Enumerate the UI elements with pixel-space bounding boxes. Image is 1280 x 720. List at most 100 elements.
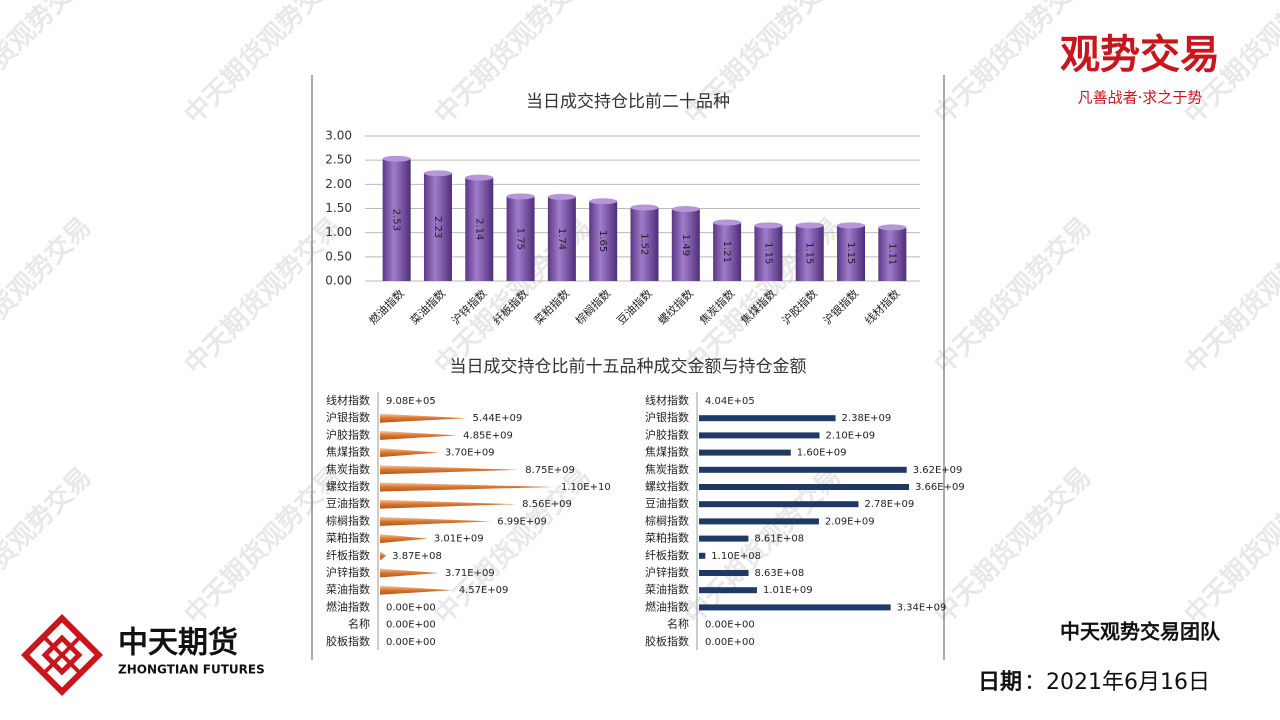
y-tick-label: 螺纹指数 bbox=[645, 479, 689, 493]
bar-cap bbox=[547, 193, 576, 200]
y-tick-label: 纤板指数 bbox=[645, 548, 689, 562]
company-logo bbox=[20, 613, 104, 697]
value-label: 4.85E+09 bbox=[463, 430, 513, 441]
value-label: 1.21 bbox=[721, 241, 732, 263]
bar bbox=[380, 448, 439, 458]
chart-title: 当日成交持仓比前二十品种 bbox=[526, 92, 730, 112]
bar bbox=[699, 587, 757, 594]
value-label: 2.78E+09 bbox=[865, 499, 915, 510]
value-label: 1.15 bbox=[845, 242, 856, 264]
y-tick-label: 菜粕指数 bbox=[326, 531, 370, 545]
y-tick-label: 2.00 bbox=[325, 177, 352, 191]
value-label: 0.00E+00 bbox=[705, 620, 755, 631]
y-tick-label: 焦煤指数 bbox=[326, 445, 370, 459]
watermark: 中天期货观势交易 bbox=[0, 0, 97, 130]
bar-cap bbox=[423, 170, 452, 177]
value-label: 1.11 bbox=[886, 243, 897, 265]
value-label: 2.53 bbox=[391, 209, 402, 231]
date-label: 日期 bbox=[978, 670, 1022, 695]
bar bbox=[699, 570, 749, 576]
bar bbox=[423, 173, 452, 281]
bar bbox=[878, 227, 907, 281]
value-label: 1.01E+09 bbox=[763, 585, 813, 596]
bar bbox=[754, 225, 783, 281]
bar bbox=[630, 207, 659, 281]
team-name: 中天观势交易团队 bbox=[1060, 620, 1221, 644]
value-label: 1.15 bbox=[762, 242, 773, 264]
y-tick-label: 沪锌指数 bbox=[326, 565, 370, 579]
value-label: 1.15 bbox=[804, 242, 815, 264]
company-english: ZHONGTIAN FUTURES bbox=[118, 663, 265, 677]
y-tick-label: 豆油指数 bbox=[645, 496, 689, 510]
bar bbox=[547, 196, 576, 281]
bar-cap bbox=[837, 222, 866, 229]
value-label: 3.01E+09 bbox=[434, 534, 484, 545]
y-tick-label: 焦炭指数 bbox=[326, 462, 370, 476]
value-label: 4.04E+05 bbox=[705, 396, 755, 407]
value-label: 8.75E+09 bbox=[525, 465, 575, 476]
charts: 当日成交持仓比前二十品种 0.00 0.50 1.00 1.50 2.00 2.50 3.00… bbox=[325, 92, 965, 650]
y-tick-label: 棕榈指数 bbox=[645, 513, 689, 527]
y-tick-label: 焦煤指数 bbox=[645, 445, 689, 459]
y-tick-label: 3.00 bbox=[325, 129, 352, 143]
bar-cap bbox=[878, 224, 907, 231]
y-tick-label: 线材指数 bbox=[645, 393, 689, 407]
value-label: 0.00E+00 bbox=[705, 637, 755, 648]
bar bbox=[699, 484, 909, 490]
bar bbox=[380, 499, 517, 509]
y-tick-label: 沪银指数 bbox=[326, 410, 370, 424]
bar bbox=[382, 158, 411, 281]
y-tick-label: 名称 bbox=[348, 617, 370, 631]
value-label: 0.00E+00 bbox=[386, 620, 436, 631]
x-tick-label: 燃油指数 bbox=[366, 286, 407, 327]
value-label: 5.44E+09 bbox=[473, 413, 523, 424]
value-label: 8.63E+08 bbox=[755, 568, 805, 579]
bar-cap bbox=[754, 222, 783, 229]
watermark: 中天期货观势交易 bbox=[1178, 461, 1280, 630]
y-tick-label: 沪银指数 bbox=[645, 410, 689, 424]
bar bbox=[795, 225, 824, 281]
bar-cap bbox=[465, 174, 494, 181]
y-tick-label: 1.50 bbox=[325, 201, 352, 215]
value-label: 1.74 bbox=[556, 228, 567, 250]
bar bbox=[380, 568, 440, 578]
value-label: 2.14 bbox=[473, 218, 484, 240]
value-label: 6.99E+09 bbox=[497, 516, 547, 527]
value-label: 1.49 bbox=[680, 234, 691, 256]
y-tick-label: 0.50 bbox=[325, 249, 352, 263]
y-tick-label: 燃油指数 bbox=[326, 599, 370, 613]
chart-title: 当日成交持仓比前十五品种成交金额与持仓金额 bbox=[450, 357, 807, 377]
bar bbox=[465, 177, 494, 281]
watermark: 中天期货观势交易 bbox=[0, 211, 97, 380]
value-label: 3.62E+09 bbox=[913, 465, 963, 476]
value-label: 0.00E+00 bbox=[386, 637, 436, 648]
x-tick-label: 棕榈指数 bbox=[572, 286, 613, 327]
value-label: 2.23 bbox=[432, 216, 443, 238]
bar-cap bbox=[713, 219, 742, 226]
value-label: 2.10E+09 bbox=[825, 430, 875, 441]
y-tick-label: 胶板指数 bbox=[326, 634, 370, 648]
y-tick-label: 1.00 bbox=[325, 225, 352, 239]
y-tick-label: 菜油指数 bbox=[326, 582, 370, 596]
x-tick-label: 螺纹指数 bbox=[655, 286, 696, 327]
value-label: 2.09E+09 bbox=[825, 516, 875, 527]
value-label: 1.60E+09 bbox=[797, 448, 847, 459]
watermark: 中天期货观势交易 bbox=[1178, 211, 1280, 380]
watermark: 中天期货观势交易 bbox=[928, 211, 1097, 380]
y-tick-label: 沪锌指数 bbox=[645, 565, 689, 579]
value-label: 3.87E+08 bbox=[392, 551, 442, 562]
y-tick-label: 燃油指数 bbox=[645, 599, 689, 613]
value-label: 8.56E+09 bbox=[522, 499, 572, 510]
y-tick-label: 沪胶指数 bbox=[326, 427, 370, 441]
y-tick-label: 沪胶指数 bbox=[645, 427, 689, 441]
bar bbox=[380, 482, 555, 492]
watermark: 中天期货观势交易 bbox=[178, 0, 347, 130]
y-tick-label: 菜粕指数 bbox=[645, 531, 689, 545]
value-label: 1.52 bbox=[639, 233, 650, 255]
bar bbox=[699, 552, 706, 559]
company-name: 中天期货 bbox=[118, 626, 238, 661]
y-tick-label: 棕榈指数 bbox=[326, 513, 370, 527]
date: ：2021年6月16日 bbox=[1024, 670, 1210, 695]
value-label: 3.71E+09 bbox=[445, 568, 495, 579]
value-label: 1.75 bbox=[515, 228, 526, 250]
